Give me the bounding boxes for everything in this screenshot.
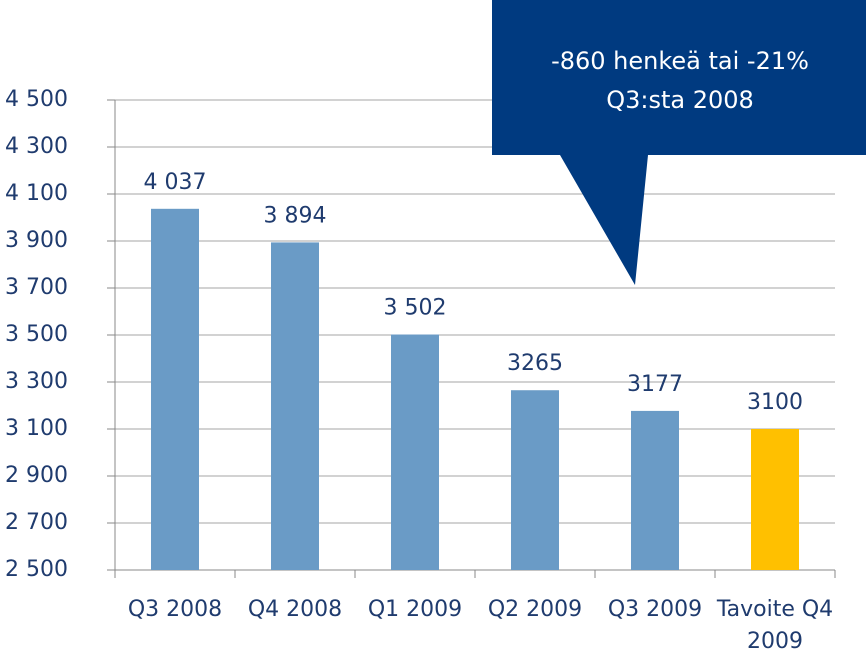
value-label: 3 894	[264, 203, 327, 228]
y-tick-label: 3 500	[5, 322, 68, 347]
bar	[271, 242, 319, 570]
y-tick-label: 3 300	[5, 369, 68, 394]
y-tick-label: 4 100	[5, 181, 68, 206]
x-tick-label: Q3 2008	[127, 597, 223, 622]
y-tick-label: 2 900	[5, 463, 68, 488]
x-tick-label: Q1 2009	[367, 597, 463, 622]
annotation: -860 henkeä tai -21%	[551, 47, 809, 75]
y-tick-label: 2 700	[5, 510, 68, 535]
bar	[151, 208, 199, 570]
value-label: 3265	[507, 351, 563, 376]
bar	[391, 334, 439, 570]
x-tick-label: Q2 2009	[487, 597, 583, 622]
y-tick-label: 3 100	[5, 416, 68, 441]
x-tick-label: Q3 2009	[607, 597, 703, 622]
bar	[751, 429, 799, 570]
value-label: 3 502	[384, 296, 447, 321]
y-tick-label: 4 500	[5, 87, 68, 112]
bar	[511, 390, 559, 570]
y-tick-label: 2 500	[5, 557, 68, 582]
value-label: 3177	[627, 372, 683, 397]
value-label: 4 037	[144, 170, 207, 195]
bar	[631, 410, 679, 570]
y-tick-label: 4 300	[5, 134, 68, 159]
x-tick-label: Q4 2008	[247, 597, 343, 622]
y-tick-label: 3 900	[5, 228, 68, 253]
value-label: 3100	[747, 390, 803, 415]
annotation: Q3:sta 2008	[606, 86, 754, 114]
callout	[492, 0, 866, 285]
x-tick-label: Tavoite Q4 2009	[716, 597, 834, 654]
y-tick-label: 3 700	[5, 275, 68, 300]
